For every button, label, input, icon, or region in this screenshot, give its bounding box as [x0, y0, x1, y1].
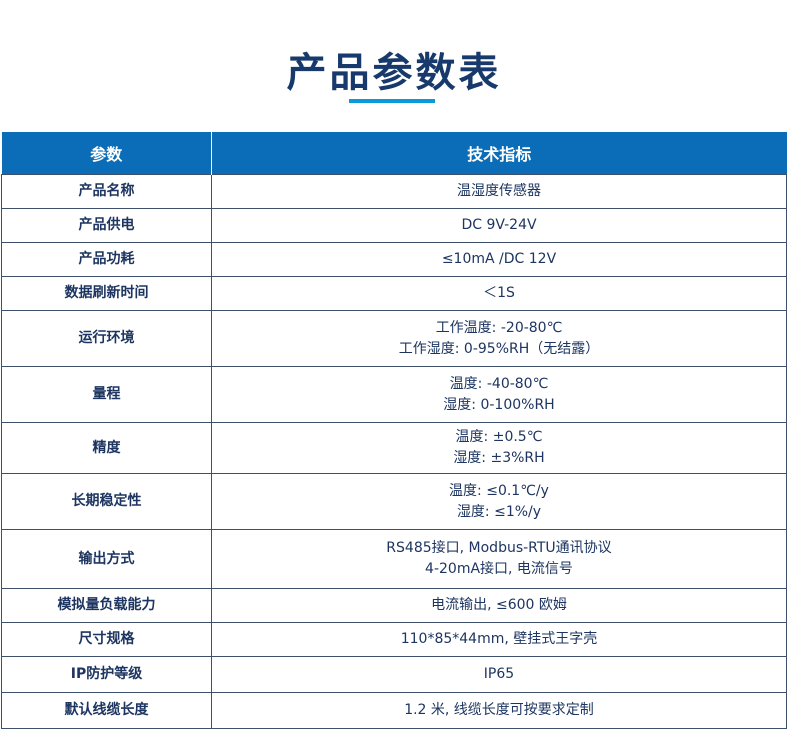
spec-line: 温度: -40-80℃: [449, 375, 549, 392]
table-row: 输出方式 RS485接口, Modbus-RTU通讯协议 4-20mA接口, 电流信…: [1, 529, 787, 589]
table-row: 产品功耗 ≤10mA /DC 12V: [1, 242, 787, 277]
spec-line: 温度: ±0.5℃: [455, 429, 543, 445]
param-cell: 量程: [1, 366, 212, 423]
spec-line: ＜1S: [483, 285, 515, 301]
spec-line: 110*85*44mm, 壁挂式王字壳: [400, 631, 598, 647]
spec-cell: RS485接口, Modbus-RTU通讯协议 4-20mA接口, 电流信号: [211, 529, 787, 589]
spec-cell: 温度: ≤0.1℃/y 湿度: ≤1%/y: [211, 473, 787, 530]
spec-line: 电流输出, ≤600 欧姆: [431, 597, 567, 613]
spec-line: ≤10mA /DC 12V: [441, 251, 557, 267]
table-row: 产品名称 温湿度传感器: [1, 174, 787, 209]
page-title: 产品参数表: [286, 50, 502, 96]
spec-line: 温度: ≤0.1℃/y: [449, 482, 549, 499]
spec-line: RS485接口, Modbus-RTU通讯协议: [386, 540, 612, 556]
spec-line: 1.2 米, 线缆长度可按要求定制: [404, 702, 594, 718]
param-cell: 产品供电: [1, 208, 212, 243]
spec-cell: 110*85*44mm, 壁挂式王字壳: [211, 622, 787, 657]
table-header: 参数 技术指标: [1, 132, 787, 175]
spec-cell: ＜1S: [211, 276, 787, 311]
spec-line: 工作温度: -20-80℃: [435, 319, 563, 336]
param-cell: 产品名称: [1, 174, 212, 209]
param-cell: 输出方式: [1, 529, 212, 589]
param-cell: 运行环境: [1, 310, 212, 367]
header-spec: 技术指标: [211, 132, 787, 175]
spec-line: IP65: [483, 666, 515, 682]
title-underline: [349, 99, 435, 103]
table-row: IP防护等级 IP65: [1, 656, 787, 693]
spec-cell: 温度: -40-80℃ 湿度: 0-100%RH: [211, 366, 787, 423]
param-cell: 模拟量负载能力: [1, 588, 212, 623]
spec-line: 工作湿度: 0-95%RH（无结露）: [398, 340, 600, 357]
param-cell: 精度: [1, 422, 212, 474]
table-row: 模拟量负载能力 电流输出, ≤600 欧姆: [1, 588, 787, 623]
parameter-table: 参数 技术指标 产品名称 温湿度传感器产品供电 DC 9V-24V 产品功耗 ≤10mA…: [1, 132, 787, 729]
spec-line: 湿度: 0-100%RH: [443, 396, 555, 413]
param-cell: 产品功耗: [1, 242, 212, 277]
param-cell: 数据刷新时间: [1, 276, 212, 311]
param-cell: 长期稳定性: [1, 473, 212, 530]
table-row: 默认线缆长度 1.2 米, 线缆长度可按要求定制: [1, 692, 787, 729]
spec-cell: 电流输出, ≤600 欧姆: [211, 588, 787, 623]
spec-cell: 工作温度: -20-80℃ 工作湿度: 0-95%RH（无结露）: [211, 310, 787, 367]
spec-cell: ≤10mA /DC 12V: [211, 242, 787, 277]
spec-cell: DC 9V-24V: [211, 208, 787, 243]
table-row: 尺寸规格 110*85*44mm, 壁挂式王字壳: [1, 622, 787, 657]
spec-cell: 温度: ±0.5℃ 湿度: ±3%RH: [211, 422, 787, 474]
param-cell: IP防护等级: [1, 656, 212, 693]
spec-line: DC 9V-24V: [461, 217, 537, 233]
spec-cell: IP65: [211, 656, 787, 693]
table-row: 运行环境 工作温度: -20-80℃ 工作湿度: 0-95%RH（无结露）: [1, 310, 787, 367]
table-row: 精度 温度: ±0.5℃ 湿度: ±3%RH: [1, 422, 787, 474]
spec-line: 湿度: ±3%RH: [453, 450, 545, 466]
spec-cell: 温湿度传感器: [211, 174, 787, 209]
table-row: 产品供电 DC 9V-24V: [1, 208, 787, 243]
spec-line: 温湿度传感器: [457, 183, 541, 199]
spec-cell: 1.2 米, 线缆长度可按要求定制: [211, 692, 787, 729]
table-row: 数据刷新时间 ＜1S: [1, 276, 787, 311]
param-cell: 尺寸规格: [1, 622, 212, 657]
spec-line: 湿度: ≤1%/y: [456, 503, 542, 520]
spec-line: 4-20mA接口, 电流信号: [425, 561, 573, 577]
table-row: 量程 温度: -40-80℃ 湿度: 0-100%RH: [1, 366, 787, 423]
param-cell: 默认线缆长度: [1, 692, 212, 729]
header-param: 参数: [1, 132, 212, 175]
table-row: 长期稳定性 温度: ≤0.1℃/y 湿度: ≤1%/y: [1, 473, 787, 530]
